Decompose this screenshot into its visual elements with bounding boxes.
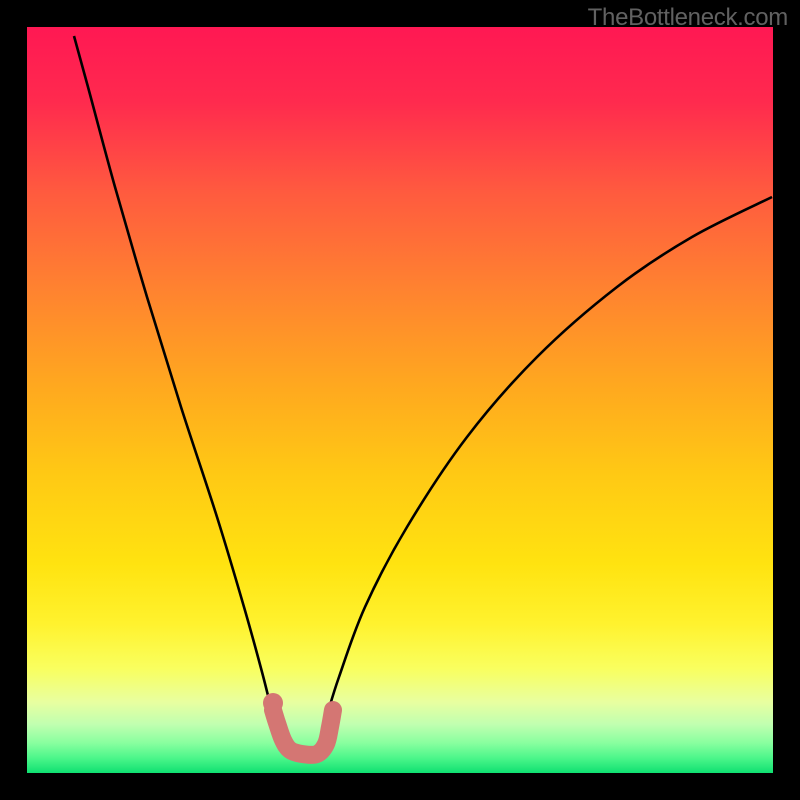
valley-marker-dot bbox=[263, 693, 283, 713]
chart-svg bbox=[27, 27, 773, 773]
gradient-background bbox=[27, 27, 773, 773]
plot-area bbox=[27, 27, 773, 773]
